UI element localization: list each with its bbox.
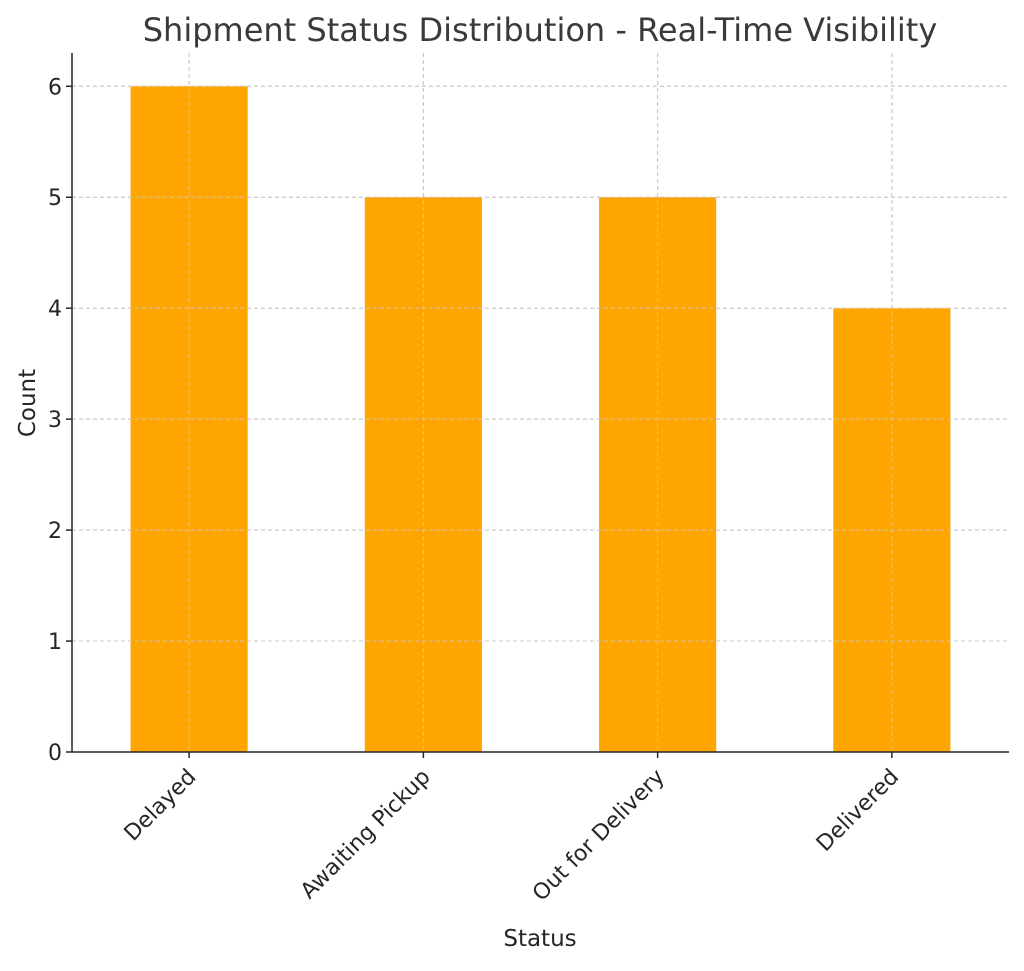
y-axis-title: Count <box>15 369 41 437</box>
x-tick-label: Delivered <box>812 765 904 857</box>
chart-title: Shipment Status Distribution - Real-Time… <box>143 11 938 49</box>
y-tick-label: 5 <box>48 186 62 211</box>
x-axis-title: Status <box>503 926 576 952</box>
y-tick-label: 1 <box>48 630 62 655</box>
bar-layer <box>72 53 1009 753</box>
y-tick-label: 2 <box>48 519 62 544</box>
label-layer: Shipment Status Distribution - Real-Time… <box>15 11 937 952</box>
y-tick-label: 0 <box>48 741 62 766</box>
x-tick-label: Out for Delivery <box>528 765 670 907</box>
y-tick-label: 3 <box>48 408 62 433</box>
x-tick-label: Awaiting Pickup <box>296 765 436 905</box>
x-tick-label: Delayed <box>120 765 202 847</box>
y-tick-label: 4 <box>48 297 62 322</box>
y-tick-label: 6 <box>48 75 62 100</box>
